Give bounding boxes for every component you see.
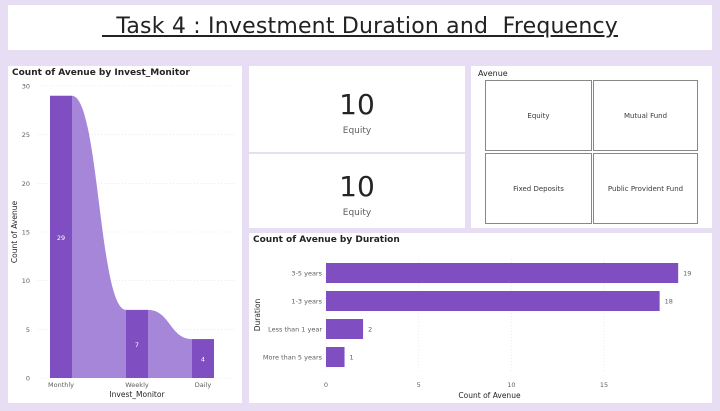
- slicer-option-equity[interactable]: Equity: [485, 80, 592, 151]
- bar: [326, 347, 345, 367]
- bar: [326, 263, 679, 283]
- duration-chart-svg: 0 5 10 15 19 3-5 years 18 1-3 years 2 Less than 1…: [253, 259, 691, 400]
- y-tick-label: Less than 1 year: [268, 326, 322, 334]
- y-tick-label: 30: [22, 83, 30, 91]
- card-value: 10: [339, 170, 375, 203]
- chart-title: Count of Avenue by Invest_Monitor: [12, 68, 190, 78]
- bar: [50, 95, 72, 378]
- x-tick-label: 15: [600, 381, 608, 389]
- card-value: 10: [339, 88, 375, 121]
- x-tick-label: 5: [417, 381, 421, 389]
- bar: [326, 291, 660, 311]
- data-label: 29: [57, 234, 65, 242]
- y-tick-label: 1-3 years: [291, 298, 322, 306]
- chart-title: Count of Avenue by Duration: [253, 235, 400, 245]
- x-axis-title: Invest_Monitor: [109, 390, 165, 399]
- card-label: Equity: [342, 126, 372, 136]
- y-tick-label: 10: [22, 277, 30, 285]
- x-axis-title: Count of Avenue: [458, 391, 521, 400]
- x-tick-label: 0: [324, 381, 328, 389]
- y-tick-label: 0: [26, 375, 30, 383]
- x-tick-label: Monthly: [48, 381, 74, 389]
- y-tick-label: 25: [22, 131, 30, 139]
- y-tick-label: More than 5 years: [263, 354, 323, 362]
- y-tick-label: 5: [26, 326, 30, 334]
- ribbon-connector: [148, 309, 192, 378]
- data-label: 18: [665, 298, 673, 306]
- y-tick-label: 3-5 years: [291, 270, 322, 278]
- y-axis-title: Duration: [253, 298, 262, 331]
- x-tick-label: Weekly: [125, 381, 149, 389]
- avenue-slicer[interactable]: Avenue Equity Mutual Fund Fixed Deposits…: [471, 66, 712, 228]
- card-label: Equity: [342, 208, 372, 218]
- page-title: Task 4 : Investment Duration and Frequen…: [101, 14, 619, 39]
- x-tick-label: Daily: [195, 381, 212, 389]
- data-label: 4: [201, 356, 205, 364]
- bar: [192, 339, 214, 378]
- slicer-option-fixed-deposits[interactable]: Fixed Deposits: [485, 153, 592, 224]
- duration-chart[interactable]: Count of Avenue by Duration 0 5 10 15 19 3-5 …: [249, 233, 712, 403]
- ribbon-connector: [72, 95, 126, 378]
- invest-monitor-chart[interactable]: Count of Avenue by Invest_Monitor 0 5 10 15…: [8, 66, 242, 403]
- equity-card-1: 10 Equity: [249, 66, 465, 152]
- data-label: 1: [350, 354, 354, 362]
- y-tick-label: 15: [22, 229, 30, 237]
- bar: [126, 309, 148, 378]
- slicer-title: Avenue: [478, 69, 508, 78]
- data-label: 19: [683, 270, 691, 278]
- slicer-option-mutual-fund[interactable]: Mutual Fund: [593, 80, 698, 151]
- x-tick-label: 10: [507, 381, 515, 389]
- equity-card-2: 10 Equity: [249, 154, 465, 228]
- bar: [326, 319, 364, 339]
- data-label: 7: [135, 341, 139, 349]
- title-banner: Task 4 : Investment Duration and Frequen…: [8, 5, 712, 50]
- invest-monitor-chart-svg: 0 5 10 15 20 25 30 29 Monthly 7 Weekly 4 Daily Invest…: [10, 83, 236, 399]
- y-tick-label: 20: [22, 180, 30, 188]
- y-axis-title: Count of Avenue: [10, 201, 19, 264]
- data-label: 2: [368, 326, 372, 334]
- slicer-option-public-provident-fund[interactable]: Public Provident Fund: [593, 153, 698, 224]
